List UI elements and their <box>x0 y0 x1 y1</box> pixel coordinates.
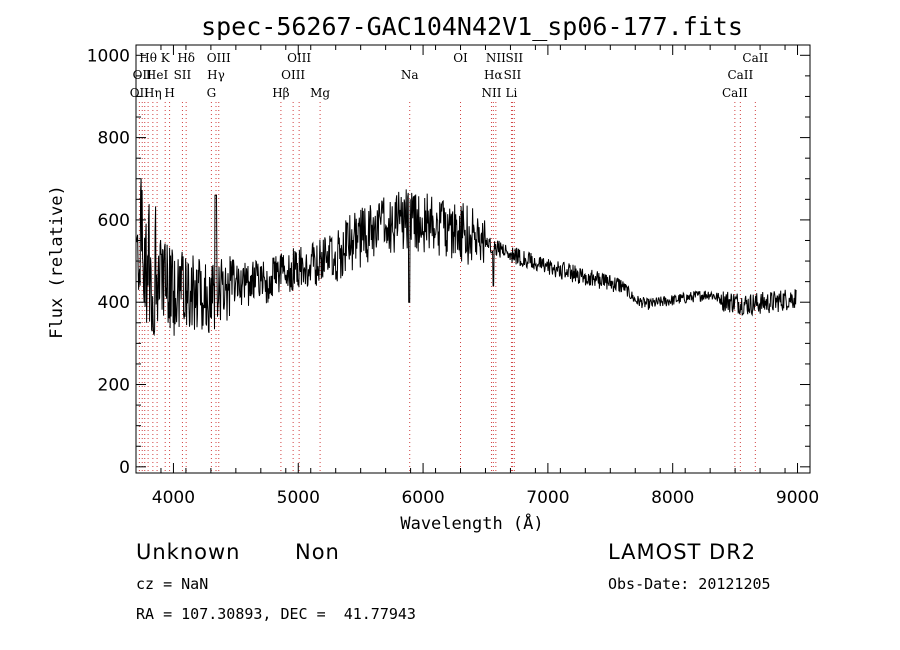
spectrum-line <box>136 178 797 337</box>
x-tick-label: 7000 <box>526 488 569 508</box>
spectral-line-label: CaII <box>727 68 753 82</box>
coords-label: RA = 107.30893, DEC = 41.77943 <box>136 605 416 623</box>
y-axis-label: Flux (relative) <box>47 185 67 339</box>
spectral-line-label: OII <box>130 86 150 100</box>
spectral-line-label: NII <box>481 86 501 100</box>
spectral-line-label: Hβ <box>272 86 289 100</box>
redshift-label: cz = NaN <box>136 575 209 593</box>
x-tick-label: 9000 <box>776 488 819 508</box>
spectral-line-label: NII <box>486 51 506 65</box>
chart-title: spec-56267-GAC104N42V1_sp06-177.fits <box>201 12 743 41</box>
y-tick-label: 600 <box>98 211 130 231</box>
y-tick-label: 1000 <box>87 46 130 66</box>
spectral-line-label: Hδ <box>177 51 195 65</box>
spectral-line-label: H <box>164 86 174 100</box>
spectral-line-label: CaII <box>742 51 768 65</box>
plot-frame <box>135 44 811 474</box>
x-axis-label: Wavelength (Å) <box>400 512 543 534</box>
spectral-line-label: OII <box>133 68 153 82</box>
spectral-line-label: OIII <box>287 51 311 65</box>
x-tick-label: 4000 <box>152 488 195 508</box>
spectral-line-label: Li <box>506 86 518 100</box>
spectral-line-label: Hα <box>484 68 503 82</box>
survey-label: LAMOST DR2 <box>608 540 757 564</box>
x-tick-label: 6000 <box>401 488 444 508</box>
classification-label: Unknown <box>136 540 241 564</box>
x-tick-label: 5000 <box>277 488 320 508</box>
spectral-line-label: CaII <box>722 86 748 100</box>
spectral-line-label: OI <box>453 51 468 65</box>
spectral-line-label: SII <box>505 51 523 65</box>
spectral-line-label: SII <box>504 68 522 82</box>
spectral-line-label: HeI <box>146 68 169 82</box>
spectral-line-label: Hθ <box>139 51 157 65</box>
y-tick-label: 200 <box>98 376 130 396</box>
y-tick-label: 0 <box>119 458 130 478</box>
spectral-line-label: Na <box>401 68 419 82</box>
subclass-label: Non <box>295 540 340 564</box>
spectral-line-label: Hγ <box>207 68 225 82</box>
spectral-line-label: OIII <box>207 51 231 65</box>
spectral-line-label: Mg <box>310 86 330 100</box>
spectral-line-label: K <box>161 51 171 65</box>
obs-date-label: Obs-Date: 20121205 <box>608 575 771 593</box>
spectral-line-label: Hη <box>144 86 162 100</box>
spectral-line-label: OIII <box>281 68 305 82</box>
x-tick-label: 8000 <box>651 488 694 508</box>
y-tick-label: 400 <box>98 293 130 313</box>
spectral-line-label: SII <box>174 68 192 82</box>
spectral-line-label: G <box>207 86 217 100</box>
y-tick-label: 800 <box>98 129 130 149</box>
